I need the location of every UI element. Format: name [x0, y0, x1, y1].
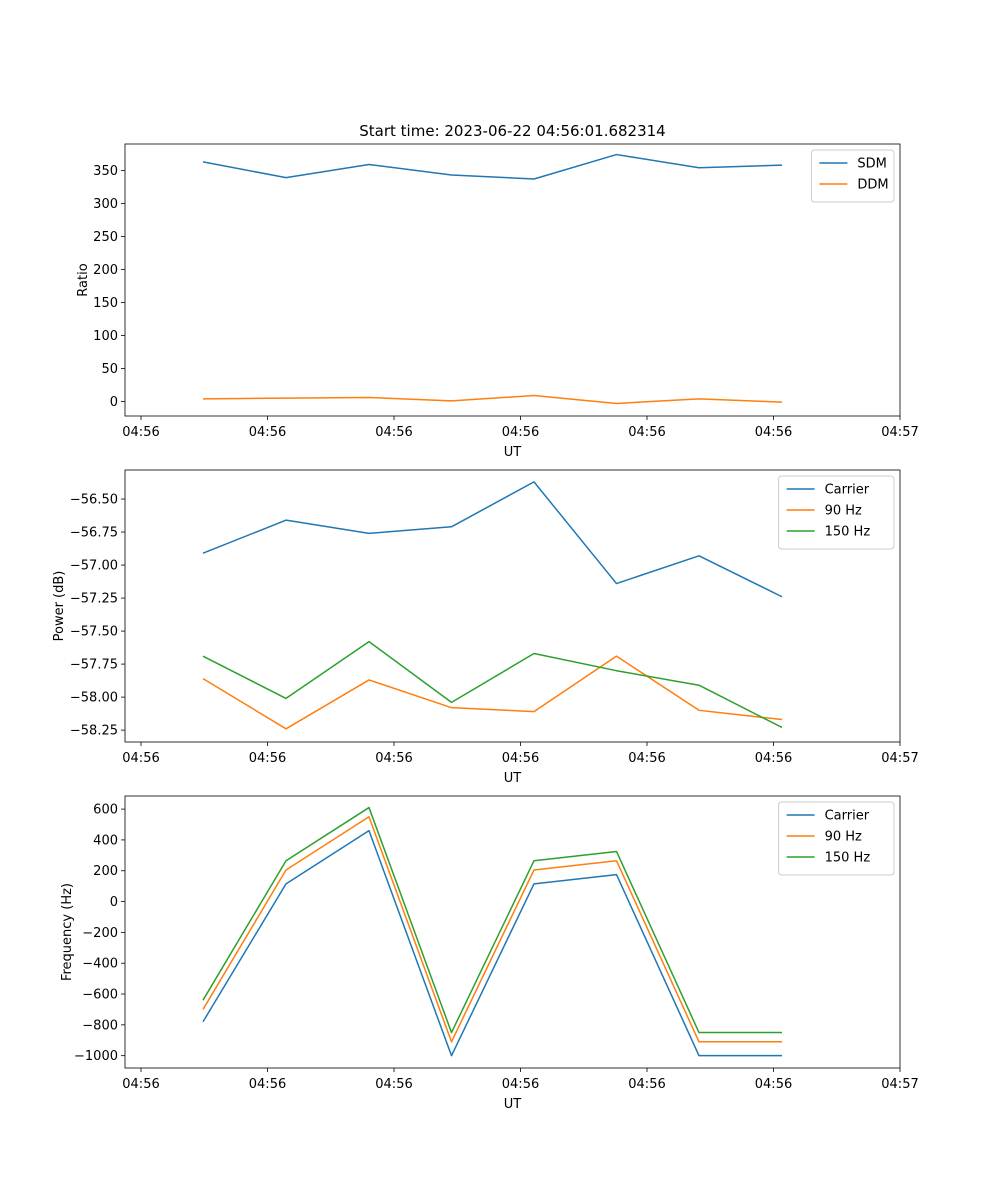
- x-axis-label: UT: [504, 771, 522, 786]
- y-axis-label: Ratio: [76, 263, 91, 296]
- y-tick-label: 350: [93, 164, 118, 179]
- y-tick-label: 0: [110, 895, 118, 910]
- x-tick-label: 04:56: [628, 1077, 665, 1092]
- x-tick-label: 04:57: [881, 751, 918, 766]
- legend-label: Carrier: [825, 483, 870, 498]
- x-tick-label: 04:56: [249, 1077, 286, 1092]
- chart-3: 04:56 04:56 04:56 04:56 04:56 04:56 04:57 UT −10…: [60, 795, 919, 1112]
- y-tick-label: 300: [93, 197, 118, 212]
- y-tick-label: −400: [82, 957, 118, 972]
- x-tick-label: 04:56: [755, 425, 792, 440]
- series-line-1: [202, 829, 782, 1057]
- y-tick-label: −58.00: [70, 691, 118, 706]
- x-tick-label: 04:56: [122, 425, 159, 440]
- legend-label: 90 Hz: [825, 830, 862, 845]
- x-tick-label: 04:56: [755, 1077, 792, 1092]
- y-axis-label: Power (dB): [52, 571, 67, 642]
- x-tick-label: 04:56: [249, 425, 286, 440]
- axes-frame: [124, 143, 901, 417]
- legend-label: SDM: [857, 157, 886, 172]
- y-tick-label: 100: [93, 329, 118, 344]
- y-tick-label: −56.50: [70, 493, 118, 508]
- y-axis-label: Frequency (Hz): [60, 883, 75, 981]
- y-tick-label: −57.75: [70, 658, 118, 673]
- legend: SDM DDM: [810, 149, 895, 203]
- y-tick-label: 200: [93, 864, 118, 879]
- series-line-3: [202, 806, 782, 1034]
- y-tick-label: 400: [93, 833, 118, 848]
- x-tick-label: 04:56: [249, 751, 286, 766]
- y-tick-label: 0: [110, 395, 118, 410]
- chart-1: 04:56 04:56 04:56 04:56 04:56 04:56 04:57 UT 0 50…: [76, 143, 919, 460]
- y-tick-label: −200: [82, 926, 118, 941]
- legend-label: 90 Hz: [825, 504, 862, 519]
- legend: Carrier 90 Hz 150 Hz: [778, 801, 895, 876]
- legend-label: 150 Hz: [825, 851, 871, 866]
- x-tick-label: 04:57: [881, 1077, 918, 1092]
- legend-label: 150 Hz: [825, 525, 871, 540]
- y-tick-label: 250: [93, 230, 118, 245]
- y-tick-label: −800: [82, 1018, 118, 1033]
- y-tick-label: −56.75: [70, 526, 118, 541]
- legend-label: DDM: [857, 178, 888, 193]
- x-tick-label: 04:56: [122, 1077, 159, 1092]
- x-tick-label: 04:56: [375, 425, 412, 440]
- figure-title: Start time: 2023-06-22 04:56:01.682314: [359, 122, 665, 140]
- x-tick-label: 04:56: [755, 751, 792, 766]
- x-tick-label: 04:56: [502, 751, 539, 766]
- series-line-2: [202, 655, 783, 730]
- y-tick-label: 50: [101, 362, 118, 377]
- series-line-1: [202, 153, 783, 180]
- x-axis-label: UT: [504, 445, 522, 460]
- series-line-3: [202, 640, 783, 729]
- y-tick-label: −57.00: [70, 559, 118, 574]
- x-tick-label: 04:57: [881, 425, 918, 440]
- x-tick-label: 04:56: [375, 751, 412, 766]
- x-tick-label: 04:56: [628, 751, 665, 766]
- legend: Carrier 90 Hz 150 Hz: [778, 475, 895, 550]
- y-tick-label: −57.50: [70, 625, 118, 640]
- series-line-2: [202, 394, 783, 405]
- series-line-2: [202, 816, 782, 1043]
- axes-frame: [124, 469, 901, 743]
- y-tick-label: 200: [93, 263, 118, 278]
- legend-label: Carrier: [825, 809, 870, 824]
- y-tick-label: −58.25: [70, 724, 118, 739]
- x-tick-label: 04:56: [122, 751, 159, 766]
- y-tick-label: 600: [93, 803, 118, 818]
- y-tick-label: −57.25: [70, 592, 118, 607]
- x-tick-label: 04:56: [502, 425, 539, 440]
- y-tick-label: −1000: [74, 1049, 118, 1064]
- x-axis-label: UT: [504, 1097, 522, 1112]
- chart-2: 04:56 04:56 04:56 04:56 04:56 04:56 04:57 UT −58…: [52, 469, 919, 786]
- y-tick-label: −600: [82, 988, 118, 1003]
- y-tick-label: 150: [93, 296, 118, 311]
- series-line-1: [202, 481, 783, 598]
- x-tick-label: 04:56: [375, 1077, 412, 1092]
- x-tick-label: 04:56: [628, 425, 665, 440]
- x-tick-label: 04:56: [502, 1077, 539, 1092]
